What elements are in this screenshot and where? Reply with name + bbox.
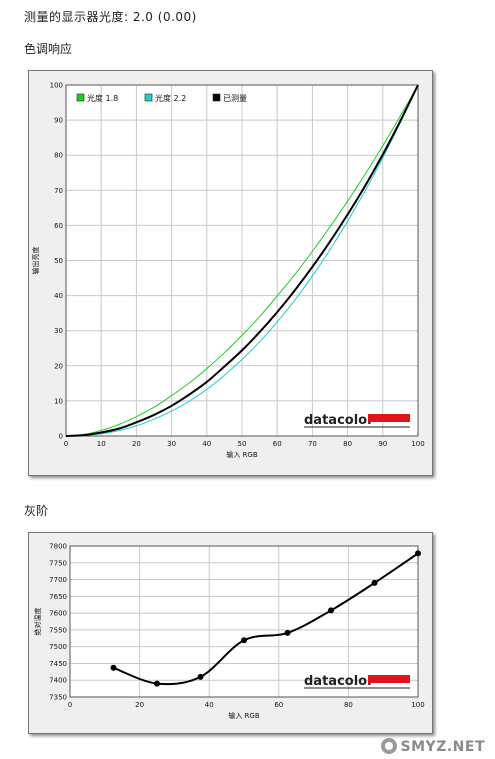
data-point bbox=[110, 664, 117, 671]
x-tick-label: 10 bbox=[97, 440, 106, 448]
data-point bbox=[284, 629, 291, 636]
x-axis-label: 输入 RGB bbox=[226, 450, 258, 459]
x-tick-label: 90 bbox=[378, 440, 387, 448]
series-line bbox=[113, 552, 419, 686]
watermark-text: SMYZ.NET bbox=[400, 739, 485, 755]
x-tick-label: 100 bbox=[411, 440, 424, 448]
legend-label: 光度 2.2 bbox=[155, 93, 186, 103]
data-point bbox=[415, 550, 421, 557]
tone-response-chart: 0 10 20 30 40 50 60 70 80 90 100 0 10 20 30 40 50 60 70 80 9… bbox=[28, 70, 433, 476]
y-tick-label: 90 bbox=[54, 117, 63, 125]
y-tick-label: 10 bbox=[54, 397, 63, 405]
legend-swatch bbox=[76, 93, 85, 102]
legend-swatch bbox=[144, 93, 153, 102]
x-tick-label: 40 bbox=[202, 440, 211, 448]
data-point bbox=[154, 680, 160, 687]
y-tick-label: 7450 bbox=[49, 660, 67, 668]
x-axis-label: 输入 RGB bbox=[228, 711, 260, 720]
y-tick-label: 7600 bbox=[49, 610, 67, 618]
tone-response-title: 色调响应 bbox=[24, 42, 73, 56]
legend-swatch bbox=[212, 93, 221, 102]
legend-label: 光度 1.8 bbox=[87, 93, 118, 103]
y-tick-label: 7500 bbox=[49, 643, 67, 651]
y-tick-label: 80 bbox=[54, 152, 63, 160]
y-tick-label: 7350 bbox=[49, 694, 67, 702]
datacolor-logo-bar bbox=[368, 675, 410, 683]
gamma-header: 测量的显示器光度: 2.0 (0.00) bbox=[24, 10, 197, 24]
y-tick-label: 50 bbox=[54, 257, 63, 265]
x-tick-label: 20 bbox=[135, 701, 144, 709]
plot-border bbox=[69, 545, 419, 698]
plot-area bbox=[70, 546, 418, 697]
datacolor-logo: datacolor bbox=[304, 413, 410, 428]
y-tick-label: 70 bbox=[54, 187, 63, 195]
datacolor-logo: datacolor bbox=[304, 674, 410, 689]
y-tick-label: 7400 bbox=[49, 677, 67, 685]
x-tick-label: 20 bbox=[132, 440, 141, 448]
x-tick-label: 100 bbox=[411, 701, 424, 709]
x-tick-label: 30 bbox=[167, 440, 176, 448]
x-tick-label: 80 bbox=[343, 440, 352, 448]
y-axis-label: 输出亮度 bbox=[31, 247, 40, 275]
y-tick-label: 0 bbox=[59, 433, 63, 441]
y-tick-label: 7800 bbox=[49, 543, 67, 551]
series-line bbox=[65, 84, 419, 437]
data-point bbox=[328, 607, 334, 614]
x-tick-label: 50 bbox=[238, 440, 247, 448]
y-tick-label: 7750 bbox=[49, 559, 67, 567]
data-point bbox=[241, 637, 247, 644]
plot-border bbox=[65, 84, 419, 437]
grayscale-svg: 0 20 40 60 80 100 7350 7400 7450 7500 7550 7600 7650… bbox=[33, 543, 425, 721]
y-tick-label: 20 bbox=[54, 362, 63, 370]
watermark: SMYZ.NET bbox=[380, 738, 485, 755]
x-tick-label: 70 bbox=[308, 440, 317, 448]
datacolor-logo-text: datacolor bbox=[304, 413, 374, 428]
y-tick-label: 40 bbox=[54, 292, 63, 300]
y-tick-label: 30 bbox=[54, 327, 63, 335]
datacolor-logo-text: datacolor bbox=[304, 674, 374, 689]
legend-label: 已测量 bbox=[223, 94, 247, 103]
x-tick-label: 80 bbox=[344, 701, 353, 709]
y-tick-label: 60 bbox=[54, 222, 63, 230]
x-tick-label: 40 bbox=[205, 701, 214, 709]
datacolor-logo-bar bbox=[368, 414, 410, 422]
x-tick-label: 0 bbox=[64, 440, 68, 448]
grayscale-chart: 0 20 40 60 80 100 7350 7400 7450 7500 7550 7600 7650… bbox=[28, 532, 433, 734]
series-line bbox=[65, 84, 419, 437]
watermark-logo-icon bbox=[380, 738, 397, 754]
y-tick-label: 7550 bbox=[49, 626, 67, 634]
y-tick-label: 100 bbox=[50, 82, 63, 90]
grayscale-title: 灰阶 bbox=[24, 504, 49, 518]
series-line bbox=[65, 84, 419, 437]
x-tick-label: 0 bbox=[68, 701, 72, 709]
x-tick-label: 60 bbox=[274, 701, 283, 709]
y-axis-label: 绝对温度 bbox=[33, 608, 42, 636]
data-point bbox=[197, 673, 204, 680]
y-tick-label: 7700 bbox=[49, 576, 67, 584]
tone-response-svg: 0 10 20 30 40 50 60 70 80 90 100 0 10 20 30 40 50 60 70 80 9… bbox=[31, 82, 425, 460]
data-point bbox=[371, 579, 378, 586]
x-tick-label: 60 bbox=[273, 440, 282, 448]
y-tick-label: 7650 bbox=[49, 593, 67, 601]
